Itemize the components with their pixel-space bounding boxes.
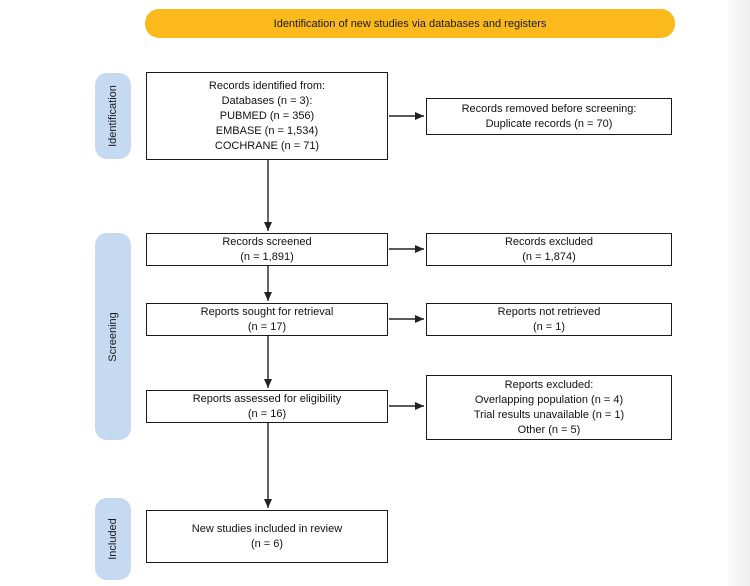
box-line: Databases (n = 3):	[221, 94, 313, 107]
box-line: New studies included in review	[191, 522, 343, 535]
stage-label-included: Included	[95, 498, 131, 580]
stage-label-screening: Screening	[95, 233, 131, 440]
flow-box-reports-not-retrieved: Reports not retrieved (n = 1)	[426, 303, 672, 336]
banner-identification-of-new-studies: Identification of new studies via databa…	[145, 9, 675, 38]
box-line: Records identified from:	[208, 79, 326, 92]
flow-box-records-screened: Records screened (n = 1,891)	[146, 233, 388, 266]
box-line: (n = 1)	[532, 320, 566, 333]
box-line: EMBASE (n = 1,534)	[215, 124, 319, 137]
page-edge-shadow	[724, 0, 750, 586]
banner-label: Identification of new studies via databa…	[273, 17, 547, 30]
box-line: COCHRANE (n = 71)	[214, 139, 320, 152]
stage-label-text: Identification	[107, 85, 120, 147]
box-line: Other (n = 5)	[517, 423, 581, 436]
box-line: (n = 6)	[250, 537, 284, 550]
flow-box-records-excluded: Records excluded (n = 1,874)	[426, 233, 672, 266]
box-line: Trial results unavailable (n = 1)	[473, 408, 625, 421]
box-line: (n = 17)	[247, 320, 287, 333]
box-line: (n = 1,891)	[240, 250, 294, 263]
box-line: Reports not retrieved	[497, 305, 601, 318]
flow-box-reports-assessed: Reports assessed for eligibility (n = 16…	[146, 390, 388, 423]
box-line: (n = 1,874)	[522, 250, 576, 263]
box-line: Duplicate records (n = 70)	[485, 117, 613, 130]
box-line: Records screened	[222, 235, 312, 248]
box-line: Records removed before screening:	[461, 102, 637, 115]
stage-label-text: Included	[107, 518, 119, 560]
box-line: (n = 16)	[247, 407, 287, 420]
box-line: Reports excluded:	[504, 378, 594, 391]
flow-box-reports-excluded: Reports excluded: Overlapping population…	[426, 375, 672, 440]
flow-box-new-studies-included: New studies included in review (n = 6)	[146, 510, 388, 563]
box-line: Records excluded	[504, 235, 594, 248]
flow-box-records-identified: Records identified from: Databases (n = …	[146, 72, 388, 160]
box-line: Reports assessed for eligibility	[192, 392, 342, 405]
stage-label-identification: Identification	[95, 73, 131, 159]
box-line: Reports sought for retrieval	[200, 305, 334, 318]
box-line: Overlapping population (n = 4)	[474, 393, 624, 406]
flow-box-records-removed: Records removed before screening: Duplic…	[426, 98, 672, 135]
stage-label-text: Screening	[107, 311, 120, 362]
flow-box-reports-sought: Reports sought for retrieval (n = 17)	[146, 303, 388, 336]
box-line: PUBMED (n = 356)	[219, 109, 315, 122]
